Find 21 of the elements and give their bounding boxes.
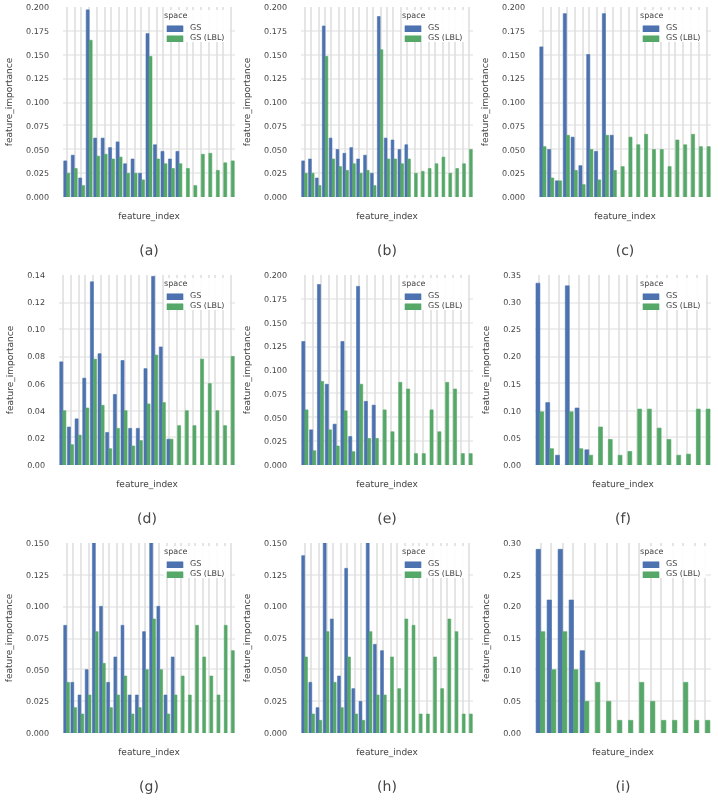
- bar: [628, 720, 634, 733]
- bar: [595, 682, 601, 733]
- bar: [606, 701, 612, 733]
- bar: [672, 720, 678, 733]
- bar: [650, 701, 656, 733]
- bar: [546, 599, 552, 733]
- bar: [568, 599, 574, 733]
- bar: [694, 720, 700, 733]
- bar: [535, 549, 541, 733]
- bar: [562, 631, 568, 733]
- bar: [617, 720, 623, 733]
- bar: [540, 631, 546, 733]
- bar: [557, 549, 563, 733]
- bar: [705, 720, 711, 733]
- bar: [551, 669, 557, 733]
- bar: [683, 682, 689, 733]
- bar: [573, 669, 579, 733]
- bar: [584, 701, 590, 733]
- bar: [661, 720, 667, 733]
- bar: [639, 682, 645, 733]
- bar: [579, 650, 585, 733]
